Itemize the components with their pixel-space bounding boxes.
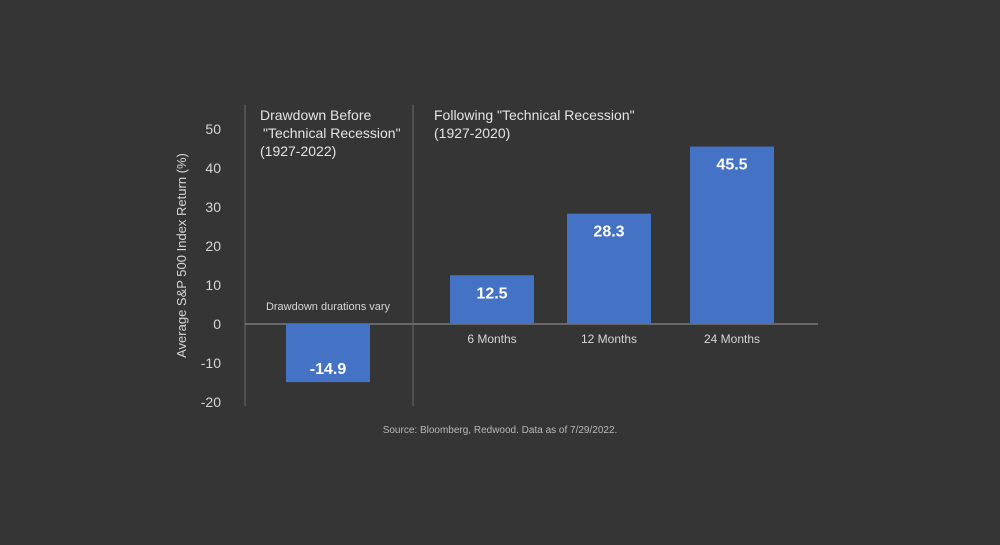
y-tick-label: 0	[213, 316, 221, 332]
bar	[450, 275, 534, 324]
y-tick-label: 40	[205, 160, 221, 176]
bars: -14.9 12.5 6 Months 28.3 12 Months 45.5 24 Mon…	[286, 146, 774, 383]
x-category-label: 6 Months	[467, 332, 516, 346]
bar-value-label: 12.5	[476, 285, 507, 302]
panel-title-line: Drawdown Before	[260, 107, 371, 123]
bar	[286, 324, 370, 383]
bar	[567, 213, 651, 324]
panel-title-line: (1927-2020)	[434, 125, 510, 141]
y-axis-label: Average S&P 500 Index Return (%)	[174, 153, 189, 358]
x-category-label: 24 Months	[704, 332, 760, 346]
y-tick-label: 20	[205, 238, 221, 254]
panel-title-line: "Technical Recession"	[263, 125, 401, 141]
y-tick-label: 50	[205, 121, 221, 137]
panel-title-drawdown: Drawdown Before "Technical Recession" (1…	[260, 107, 401, 159]
bar-value-label: 45.5	[716, 157, 747, 174]
bar	[690, 146, 774, 324]
source-note: Source: Bloomberg, Redwood. Data as of 7…	[383, 425, 618, 436]
y-tick-label: 30	[205, 199, 221, 215]
y-tick-label: -20	[201, 394, 221, 410]
panel-title-line: Following "Technical Recession"	[434, 107, 635, 123]
drawdown-note: Drawdown durations vary	[266, 301, 391, 313]
x-category-label: 12 Months	[581, 332, 637, 346]
panel-title-line: (1927-2022)	[260, 143, 336, 159]
panel-title-following: Following "Technical Recession" (1927-20…	[434, 107, 635, 141]
bar-value-label: -14.9	[310, 361, 347, 378]
y-axis-ticks: 50 40 30 20 10 0 -10 -20	[201, 121, 221, 410]
bar-value-label: 28.3	[593, 224, 624, 241]
y-tick-label: 10	[205, 277, 221, 293]
y-tick-label: -10	[201, 355, 221, 371]
